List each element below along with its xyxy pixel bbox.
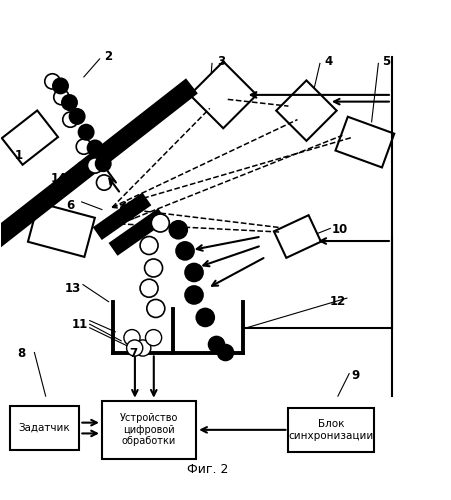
Text: 2: 2: [104, 50, 112, 63]
Bar: [9, 406, 79, 450]
Bar: [276, 80, 336, 141]
Circle shape: [135, 340, 151, 356]
Circle shape: [69, 109, 85, 124]
Circle shape: [185, 286, 203, 304]
Circle shape: [146, 330, 161, 346]
Circle shape: [208, 336, 225, 352]
Text: 7: 7: [129, 347, 138, 360]
Text: 6: 6: [66, 198, 74, 211]
Text: Блок
синхронизации: Блок синхронизации: [289, 420, 374, 441]
Circle shape: [97, 175, 112, 190]
Circle shape: [145, 259, 162, 277]
Text: 11: 11: [71, 318, 87, 330]
Circle shape: [63, 112, 78, 128]
Circle shape: [53, 78, 68, 94]
Bar: [28, 202, 95, 257]
Text: 3: 3: [217, 54, 225, 68]
Bar: [110, 210, 166, 254]
Bar: [274, 215, 321, 258]
Text: 5: 5: [382, 54, 391, 68]
Text: 13: 13: [64, 282, 81, 294]
Bar: [289, 408, 374, 453]
Text: Задатчик: Задатчик: [18, 423, 70, 433]
Circle shape: [87, 158, 103, 173]
Bar: [0, 80, 196, 254]
Text: Устройство
цифровой
обработки: Устройство цифровой обработки: [120, 413, 178, 446]
Text: 9: 9: [352, 370, 360, 382]
Bar: [2, 110, 58, 164]
Circle shape: [78, 124, 94, 140]
Text: 8: 8: [18, 347, 26, 360]
Circle shape: [140, 279, 158, 297]
Circle shape: [185, 264, 203, 281]
Text: Фиг. 2: Фиг. 2: [187, 463, 228, 476]
Circle shape: [45, 74, 60, 89]
Circle shape: [176, 242, 194, 260]
Circle shape: [87, 140, 103, 156]
Text: 10: 10: [332, 224, 348, 236]
Circle shape: [147, 300, 165, 318]
Circle shape: [140, 236, 158, 254]
Text: 12: 12: [330, 295, 346, 308]
Text: 14: 14: [51, 172, 67, 184]
Circle shape: [62, 95, 77, 110]
Bar: [94, 194, 150, 238]
Text: 1: 1: [14, 149, 23, 162]
Bar: [190, 62, 257, 128]
Circle shape: [152, 214, 169, 232]
Circle shape: [54, 90, 69, 105]
Circle shape: [127, 340, 143, 356]
Circle shape: [124, 330, 140, 346]
Circle shape: [217, 344, 234, 360]
Circle shape: [169, 221, 187, 239]
Circle shape: [196, 308, 214, 326]
Bar: [102, 400, 196, 459]
Bar: [336, 116, 394, 168]
Circle shape: [96, 156, 111, 172]
Circle shape: [76, 139, 92, 154]
Text: 4: 4: [325, 54, 333, 68]
